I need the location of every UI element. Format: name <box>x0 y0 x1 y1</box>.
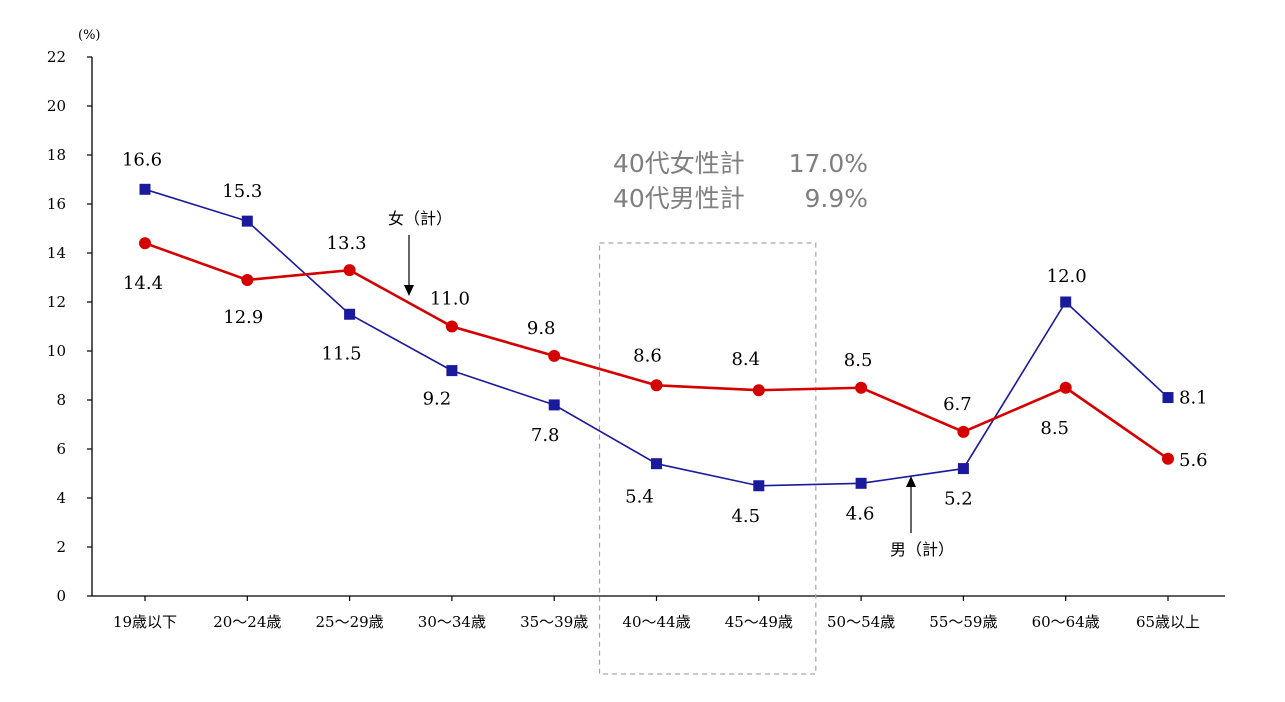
x-tick-label: 19歳以下 <box>113 613 177 631</box>
data-point-circle <box>343 264 356 277</box>
summary-male-label: 40代男性計 <box>613 184 745 213</box>
female-annotation: 女（計） <box>388 209 452 296</box>
y-tick-label: 6 <box>56 440 66 458</box>
female-arrow-label: 女（計） <box>388 209 452 228</box>
data-point-square <box>1162 392 1174 404</box>
y-tick-label: 2 <box>56 538 66 556</box>
data-label: 11.5 <box>322 343 362 364</box>
x-tick-label: 25～29歳 <box>316 613 384 631</box>
male-arrow-label: 男（計） <box>890 540 954 559</box>
data-point-circle <box>752 384 765 397</box>
data-point-circle <box>650 379 663 392</box>
data-label: 14.4 <box>123 273 163 294</box>
highlight-box <box>598 242 817 675</box>
male-annotation: 男（計） <box>890 476 954 559</box>
data-label: 12.0 <box>1047 266 1087 287</box>
y-axis-ticks: 0 2 4 6 8 10 12 14 16 18 20 22 <box>47 48 92 605</box>
y-tick-label: 18 <box>47 146 66 164</box>
data-point-circle <box>241 273 254 286</box>
data-point-circle <box>445 320 458 333</box>
summary-male-value: 9.9% <box>804 184 868 213</box>
y-tick-label: 8 <box>56 391 66 409</box>
data-point-circle <box>855 381 868 394</box>
data-point-square <box>957 463 969 475</box>
summary-female-value: 17.0% <box>789 149 868 178</box>
data-point-square <box>855 477 867 489</box>
y-tick-label: 0 <box>56 587 66 605</box>
x-tick-label: 55～59歳 <box>929 613 997 631</box>
x-tick-label: 20～24歳 <box>213 613 281 631</box>
y-tick-label: 20 <box>47 97 66 115</box>
y-tick-label: 22 <box>47 48 66 66</box>
x-tick-label: 45～49歳 <box>725 613 793 631</box>
y-tick-label: 12 <box>47 293 66 311</box>
data-label: 5.2 <box>944 489 973 510</box>
data-point-circle <box>139 237 151 250</box>
data-point-square <box>651 458 662 470</box>
series-layer <box>139 183 1174 492</box>
data-point-square <box>241 215 253 227</box>
x-tick-label: 35～39歳 <box>520 613 588 631</box>
data-label: 12.9 <box>223 307 263 328</box>
male-arrow-head <box>906 476 916 487</box>
data-label: 8.1 <box>1179 388 1208 409</box>
data-label: 8.5 <box>844 350 873 371</box>
data-label: 15.3 <box>222 181 262 202</box>
x-axis-ticks: 19歳以下 20～24歳 25～29歳 30～34歳 35～39歳 40～44歳 45～49… <box>113 596 1200 631</box>
data-label: 9.2 <box>423 389 452 410</box>
data-point-square <box>344 308 356 320</box>
data-label: 8.4 <box>731 349 760 370</box>
y-unit-label: (%) <box>78 28 101 43</box>
data-point-square <box>139 183 151 195</box>
data-point-square <box>1060 296 1072 308</box>
data-label: 5.6 <box>1179 450 1208 471</box>
y-tick-label: 16 <box>47 195 66 213</box>
summary-block: 40代女性計 17.0% 40代男性計 9.9% <box>613 149 868 213</box>
data-label: 7.8 <box>531 425 560 446</box>
data-label: 4.6 <box>846 503 875 524</box>
data-point-square <box>548 399 560 411</box>
x-tick-label: 65歳以上 <box>1136 613 1200 631</box>
data-point-square <box>753 480 765 492</box>
data-point-circle <box>1059 381 1072 394</box>
data-label: 9.8 <box>527 318 556 339</box>
y-tick-label: 4 <box>56 489 66 507</box>
x-tick-label: 30～34歳 <box>418 613 486 631</box>
data-label: 13.3 <box>327 233 367 254</box>
female-arrow-head <box>404 285 414 296</box>
data-point-circle <box>1162 452 1174 465</box>
y-tick-label: 14 <box>47 244 66 262</box>
data-labels: 16.6 15.3 11.5 9.2 7.8 5.4 4.5 4.6 5.2 12.0 8.1 14.… <box>122 149 1208 526</box>
summary-female-label: 40代女性計 <box>613 149 745 178</box>
data-label: 16.6 <box>122 149 162 170</box>
data-label: 5.4 <box>625 487 654 508</box>
data-label: 6.7 <box>943 394 972 415</box>
series-line-0 <box>144 188 1169 487</box>
data-label: 8.6 <box>633 345 662 366</box>
data-point-square <box>446 365 458 377</box>
data-point-circle <box>548 349 561 362</box>
y-tick-label: 10 <box>47 342 66 360</box>
data-label: 4.5 <box>731 506 760 527</box>
x-tick-label: 40～44歳 <box>622 613 690 631</box>
data-point-circle <box>957 425 970 438</box>
x-tick-label: 50～54歳 <box>827 613 895 631</box>
data-label: 11.0 <box>430 289 470 310</box>
x-tick-label: 60～64歳 <box>1032 613 1100 631</box>
data-label: 8.5 <box>1040 418 1069 439</box>
